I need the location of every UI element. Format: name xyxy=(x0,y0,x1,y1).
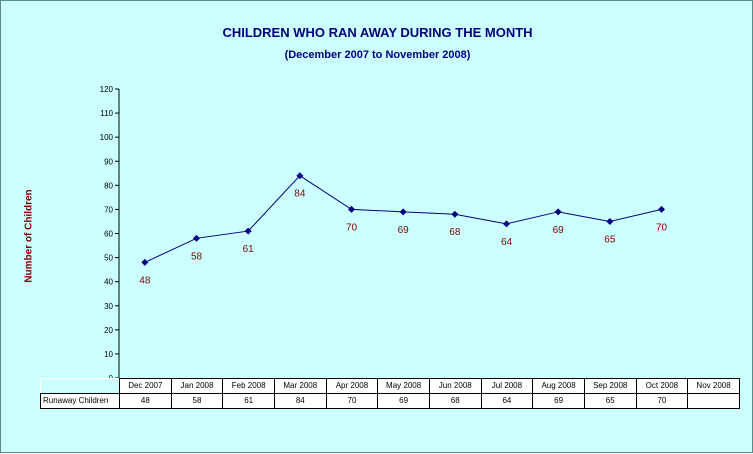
y-tick-label: 100 xyxy=(100,133,114,142)
data-table: Dec 2007 Jan 2008 Feb 2008 Mar 2008 Apr 2008… xyxy=(40,378,740,409)
x-category-label: Oct 2008 xyxy=(635,378,689,394)
x-category-label: Aug 2008 xyxy=(532,378,585,394)
data-point xyxy=(503,220,510,228)
data-table-cell: 48 xyxy=(119,393,172,409)
chart-subtitle: (December 2007 to November 2008) xyxy=(284,49,471,61)
y-tick-label: 40 xyxy=(104,278,113,287)
data-table-cell xyxy=(687,393,740,409)
data-label: 58 xyxy=(191,251,203,262)
data-table-cell: 70 xyxy=(325,393,379,409)
x-category-label: Apr 2008 xyxy=(325,378,379,394)
data-point xyxy=(141,258,149,266)
data-point xyxy=(296,172,304,180)
y-tick-label: 80 xyxy=(104,181,113,190)
y-tick-label: 50 xyxy=(104,254,113,263)
data-point xyxy=(658,205,665,213)
data-label: 68 xyxy=(449,227,461,238)
y-tick-label: 110 xyxy=(100,109,113,118)
data-label: 61 xyxy=(243,244,255,255)
x-category-label: Feb 2008 xyxy=(222,378,275,394)
data-point xyxy=(451,210,459,218)
data-point xyxy=(244,227,252,235)
y-tick-label: 30 xyxy=(104,302,113,311)
data-table-cell: 65 xyxy=(583,393,637,409)
data-table-cell: 68 xyxy=(428,393,482,409)
data-table-cell: 84 xyxy=(273,393,327,409)
data-table-cell: 69 xyxy=(377,393,430,409)
x-category-label: Dec 2007 xyxy=(119,378,172,394)
data-label: 64 xyxy=(501,237,513,248)
y-tick-label: 20 xyxy=(104,326,113,335)
y-tick-label: 120 xyxy=(100,85,114,94)
data-point xyxy=(399,208,407,216)
x-category-label: Jul 2008 xyxy=(480,378,534,394)
chart-title: CHILDREN WHO RAN AWAY DURING THE MONTH xyxy=(222,25,533,40)
data-label: 70 xyxy=(656,222,668,233)
data-point xyxy=(348,205,355,213)
x-category-label: Jun 2008 xyxy=(428,378,482,394)
data-point xyxy=(554,208,562,216)
data-point xyxy=(193,234,200,242)
x-category-label: Mar 2008 xyxy=(273,378,327,394)
y-tick-label: 60 xyxy=(104,230,113,239)
x-category-label: Sep 2008 xyxy=(583,378,637,394)
data-table-cell: 70 xyxy=(635,393,689,409)
data-table-row-header: Runaway Children xyxy=(40,393,120,409)
data-table-cell: 69 xyxy=(532,393,585,409)
data-table-corner xyxy=(40,378,120,394)
x-category-label: Jan 2008 xyxy=(170,378,224,394)
data-table-cell: 58 xyxy=(170,393,224,409)
data-label: 70 xyxy=(346,222,358,233)
y-tick-label: 70 xyxy=(104,205,113,214)
data-table-header-row: Dec 2007 Jan 2008 Feb 2008 Mar 2008 Apr 2008… xyxy=(40,378,740,394)
data-point xyxy=(606,217,614,225)
series-line xyxy=(144,175,662,263)
data-label: 84 xyxy=(294,189,306,200)
data-label: 65 xyxy=(604,234,616,245)
data-label: 69 xyxy=(398,225,410,236)
x-category-label: May 2008 xyxy=(377,378,430,394)
y-tick-label: 90 xyxy=(104,157,113,166)
y-tick-label: 10 xyxy=(104,350,113,359)
data-table-row: Runaway Children 48 58 61 84 70 69 68 64 69 65 70 xyxy=(40,393,740,409)
data-table-cell: 64 xyxy=(480,393,534,409)
data-table-cell: 61 xyxy=(222,393,275,409)
data-label: 48 xyxy=(139,275,151,286)
x-category-label: Nov 2008 xyxy=(687,378,740,394)
data-label: 69 xyxy=(553,225,565,236)
